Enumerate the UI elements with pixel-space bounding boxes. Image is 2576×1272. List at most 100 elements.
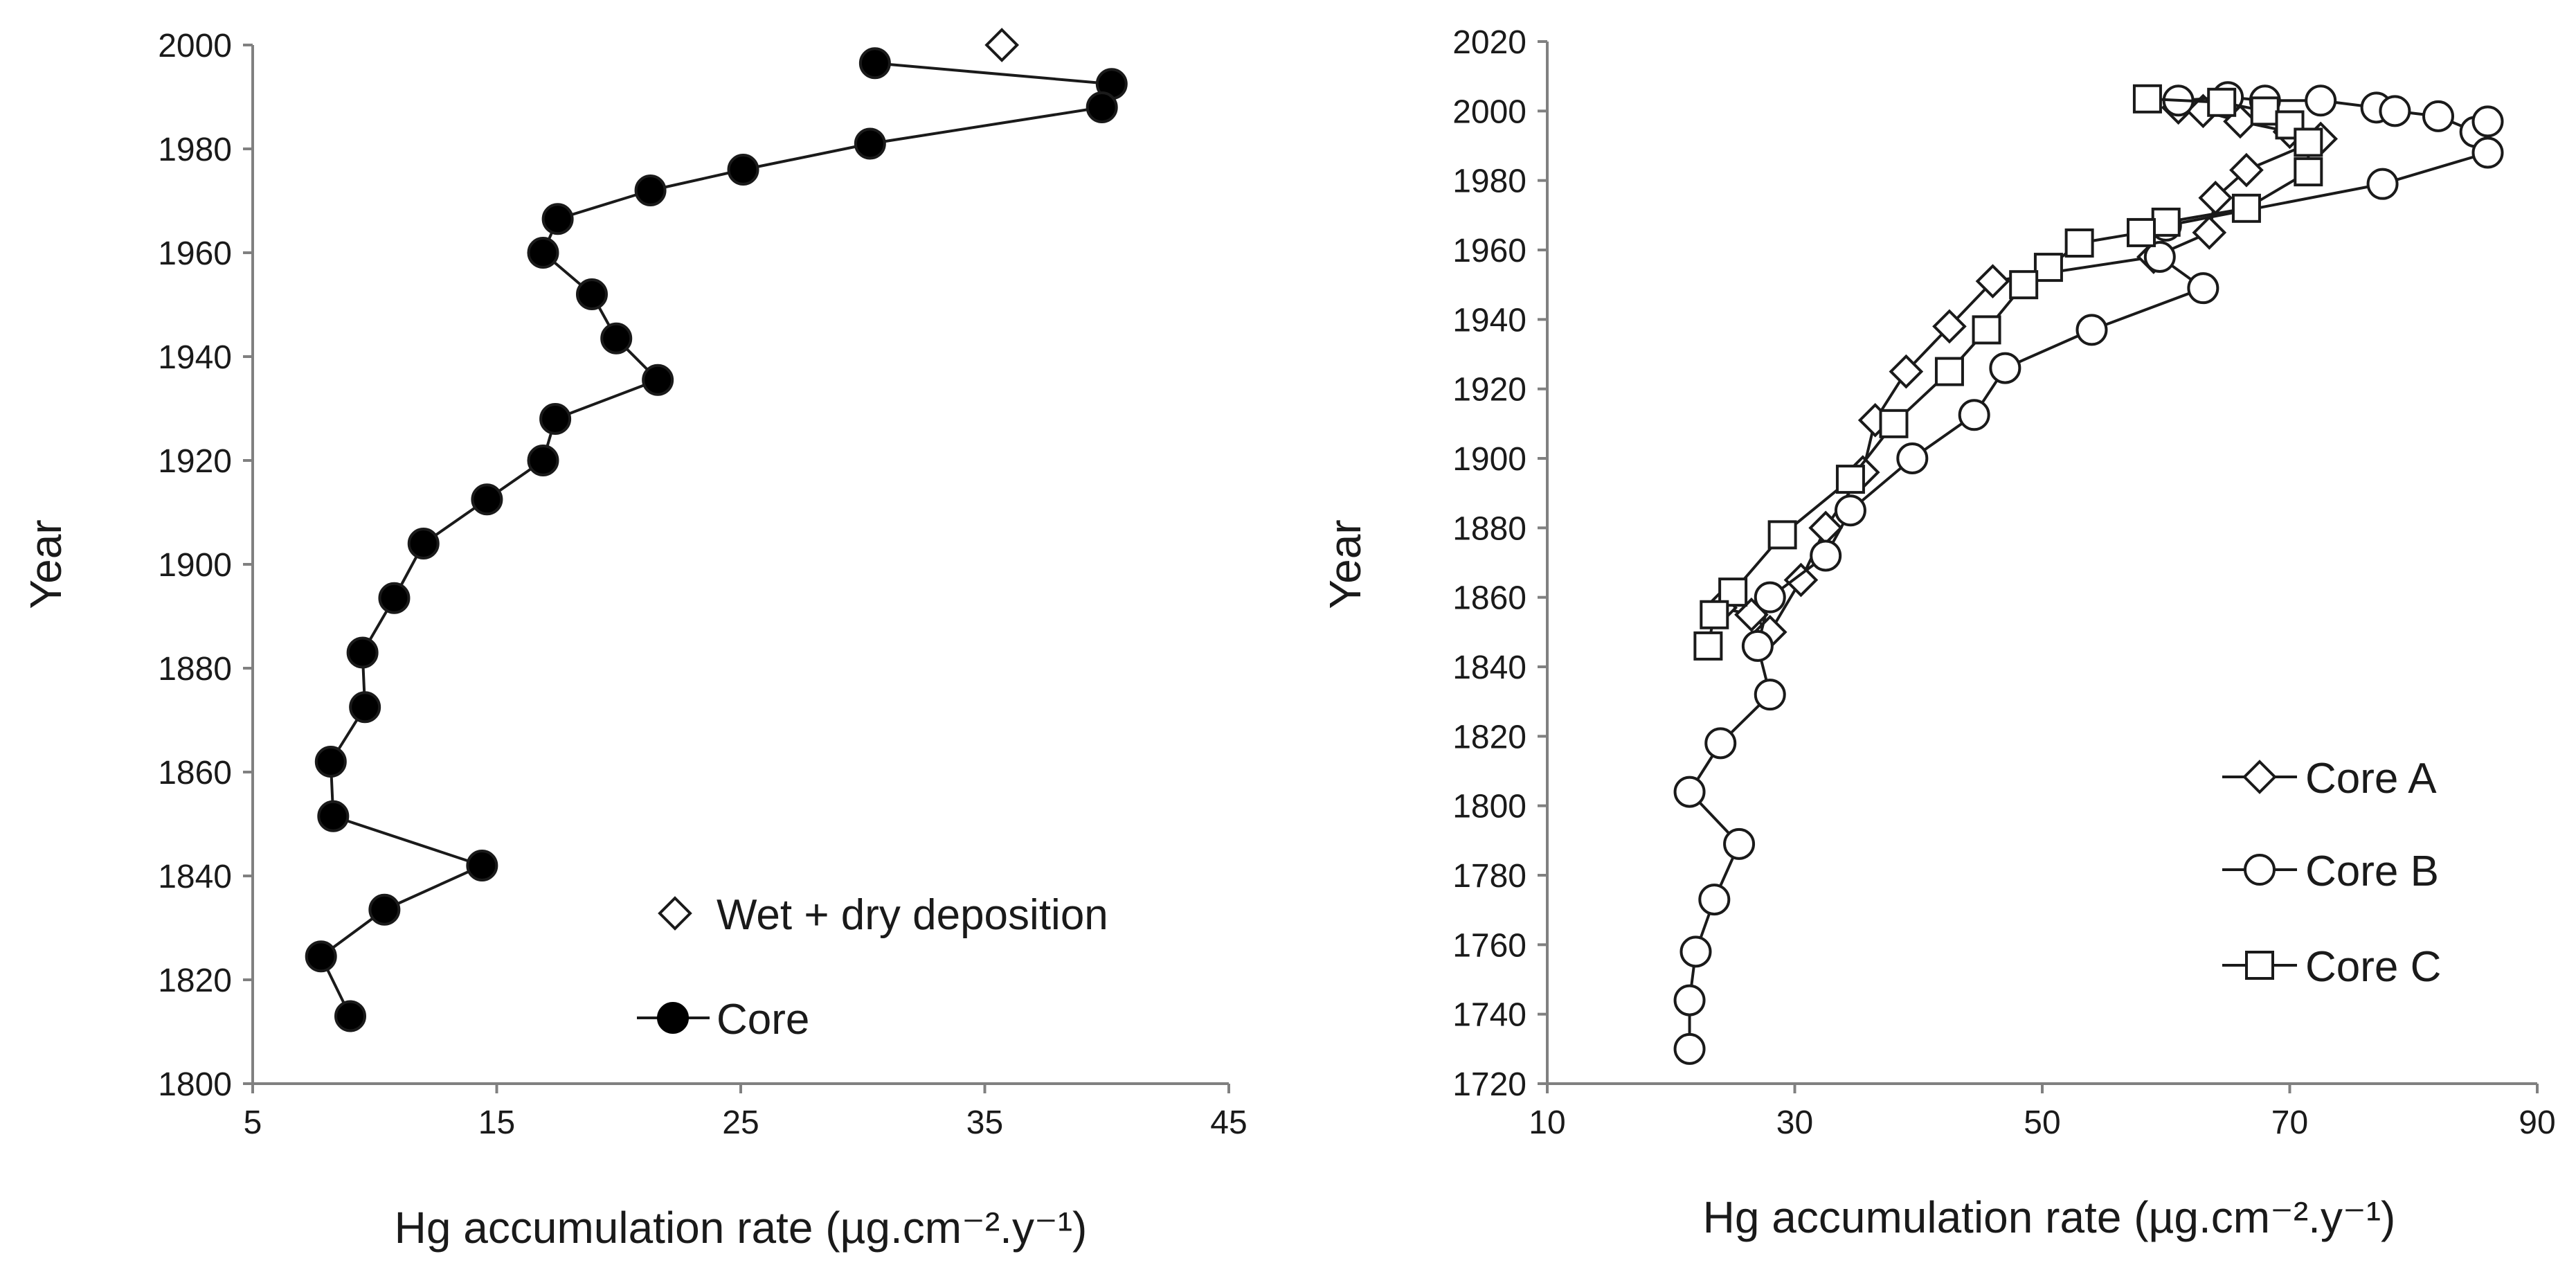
left-y-tick-label: 1860 [158,755,232,791]
right-y-tick-label: 1800 [1452,789,1526,825]
legend-marker-core-a [2242,760,2277,794]
left-series-group [305,28,1128,1032]
data-point-core [539,403,572,435]
data-point-core [471,483,503,516]
data-point-core-b [1679,935,1712,968]
left-y-tick-label: 1880 [158,651,232,688]
data-point-core [305,940,337,973]
data-point-core-a [1889,354,1924,389]
left-chart-panel: 1800 1820 1840 1860 1880 1900 1920 1940 1960 1980… [21,28,1248,1253]
right-x-ticks: 10 30 50 70 90 [1529,1084,2556,1141]
data-point-core [368,893,401,926]
left-x-tick-label: 35 [966,1104,1003,1141]
data-point-core-c [2151,207,2181,237]
data-point-core-b [1754,581,1786,613]
data-point-core-c [1934,357,1964,386]
data-point-core-b [1673,776,1706,808]
left-y-tick-label: 1840 [158,859,232,895]
left-y-axis-title: Year [21,519,71,609]
data-point-core-a [1975,264,2010,298]
data-point-core-c [2127,217,2156,247]
left-y-ticks: 1800 1820 1840 1860 1880 1900 1920 1940 1960 1980… [158,28,253,1103]
left-x-axis-title: Hg accumulation rate (µg.cm⁻².y⁻¹) [395,1203,1088,1253]
data-point-core-c [1693,631,1723,661]
right-y-tick-label: 1900 [1452,441,1526,478]
data-point-core-a [2192,215,2227,250]
right-y-tick-label: 1860 [1452,580,1526,617]
data-point-core-b [1741,629,1774,662]
data-point-core-c [1972,315,2001,345]
right-y-tick-label: 1720 [1452,1066,1526,1103]
data-point-core [727,154,759,186]
left-y-tick-label: 1980 [158,132,232,168]
data-point-core-a [2229,152,2264,188]
right-y-axis-title: Year [1320,519,1370,609]
right-y-tick-label: 1940 [1452,302,1526,339]
data-point-core-b [1673,1032,1706,1065]
data-point-core [541,203,574,235]
right-x-tick-label: 10 [1529,1104,1565,1141]
data-point-core-c [1700,600,1729,629]
left-y-tick-label: 1920 [158,443,232,480]
data-point-core-b [1958,399,1990,431]
data-point-core-b [2471,105,2504,138]
data-point-core-a [1783,562,1819,598]
series-line-core [319,62,1113,1017]
left-y-tick-label: 1940 [158,339,232,376]
right-y-tick-label: 1980 [1452,163,1526,200]
right-y-tick-label: 2000 [1452,93,1526,130]
legend-marker-wet-dry-deposition [658,896,692,931]
data-point-core [314,746,347,778]
left-x-tick-label: 25 [722,1104,759,1141]
data-point-core-b [2471,136,2504,169]
left-x-tick-label: 45 [1210,1104,1247,1141]
data-point-core [527,445,559,476]
data-point-core-a [1932,309,1967,344]
left-y-tick-label: 1960 [158,235,232,272]
data-point-core-b [1810,539,1842,572]
data-point-core [1086,91,1118,123]
legend-marker-core [657,1002,689,1034]
right-y-tick-label: 2020 [1452,24,1526,61]
data-point-core-c [2033,253,2063,283]
data-point-core [466,850,498,881]
right-y-tick-label: 1780 [1452,858,1526,895]
right-y-tick-label: 1740 [1452,997,1526,1034]
data-point-core [527,237,559,269]
data-point-core-b [1704,727,1737,760]
data-point-core-b [1989,352,2021,384]
data-point-core-c [2132,84,2162,114]
data-point-core [346,636,379,669]
data-point-core-b [1896,442,1929,474]
data-point-core-b [1698,884,1731,916]
left-legend: Wet + dry deposition Core [637,891,1108,1043]
left-x-tick-label: 5 [244,1104,262,1141]
data-point-core-c [2064,228,2094,258]
left-y-tick-label: 1800 [158,1066,232,1103]
data-point-core-b [2187,272,2219,305]
data-point-core-b [2379,95,2411,127]
right-x-tick-label: 90 [2519,1104,2555,1141]
legend-label-core-c: Core C [2305,943,2441,991]
right-chart-panel: 1720 1740 1760 1780 1800 1820 1840 1860 1880 1900… [1320,24,2556,1242]
left-x-ticks: 5 15 25 35 45 [244,1084,1248,1141]
data-point-core-b [1834,494,1866,527]
right-y-tick-label: 1960 [1452,233,1526,269]
data-point-core [378,582,411,614]
right-y-tick-label: 1880 [1452,510,1526,547]
data-point-core-c [2207,87,2237,117]
data-point-core [858,47,891,80]
data-point-core-c [1879,409,1909,438]
right-x-tick-label: 50 [2024,1104,2060,1141]
data-point-core-b [2075,314,2108,346]
data-point-core [317,800,350,832]
data-point-core [334,1000,366,1032]
data-point-core [349,691,381,724]
data-point-core [642,364,674,396]
right-y-tick-label: 1760 [1452,927,1526,964]
right-x-axis-title: Hg accumulation rate (µg.cm⁻².y⁻¹) [1703,1192,2396,1242]
left-y-tick-label: 1900 [158,547,232,584]
data-point-core [575,278,608,310]
right-y-ticks: 1720 1740 1760 1780 1800 1820 1840 1860 1880 1900… [1452,24,1547,1103]
